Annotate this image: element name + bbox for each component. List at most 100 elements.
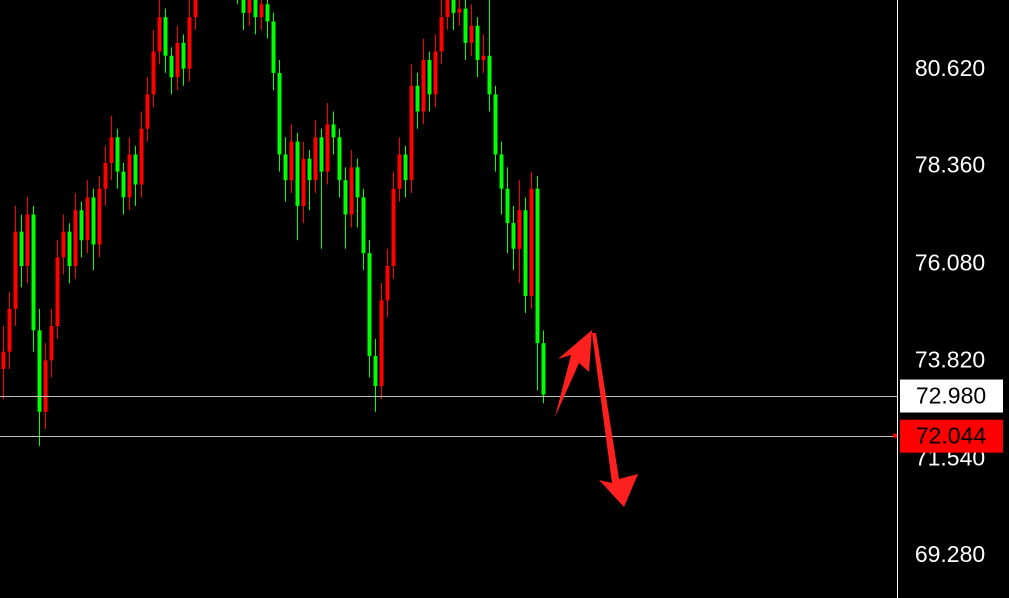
- candle: [67, 223, 72, 284]
- candle: [49, 308, 54, 378]
- candle: [115, 128, 120, 189]
- price-tag-label: 72.044: [916, 423, 987, 449]
- candle: [133, 145, 138, 206]
- candle: [307, 150, 312, 211]
- candle-body: [295, 141, 300, 206]
- price-tag-label: 72.980: [916, 383, 986, 409]
- candle-body: [145, 94, 150, 129]
- price-tag-background: [900, 379, 1003, 413]
- candle-body: [439, 17, 444, 52]
- candle: [373, 338, 378, 412]
- candle: [259, 0, 264, 31]
- candle-body: [367, 253, 372, 357]
- candle-body: [31, 214, 36, 331]
- candle-body: [127, 154, 132, 198]
- candle: [247, 0, 252, 26]
- candle: [37, 308, 42, 447]
- candle-body: [331, 124, 336, 138]
- candle: [193, 0, 198, 31]
- candle-body: [325, 124, 330, 172]
- candle: [349, 150, 354, 228]
- candle: [241, 0, 246, 31]
- candle: [385, 248, 390, 318]
- candle: [457, 0, 462, 26]
- candle: [409, 64, 414, 194]
- candle: [415, 72, 420, 129]
- candle-body: [73, 210, 78, 266]
- price-tags: 72.980 72.044: [893, 379, 1003, 453]
- candle: [139, 111, 144, 198]
- candle-body: [91, 197, 96, 245]
- price-lines: [0, 396, 897, 437]
- candle-body: [253, 0, 258, 18]
- candle: [361, 188, 366, 271]
- price-marker-icon: [893, 433, 897, 438]
- candle: [421, 38, 426, 125]
- candle-body: [301, 158, 306, 206]
- candle: [505, 167, 510, 254]
- candle-body: [535, 188, 540, 344]
- candle: [541, 330, 546, 404]
- price-tag: 72.980: [900, 379, 1003, 413]
- candle-body: [343, 180, 348, 215]
- candle: [73, 193, 78, 279]
- candle: [13, 205, 18, 327]
- candle-body: [247, 0, 252, 13]
- candle-body: [163, 17, 168, 56]
- candle-body: [175, 42, 180, 78]
- candle-body: [415, 85, 420, 112]
- candle: [445, 0, 450, 31]
- candle: [187, 0, 192, 82]
- candle: [79, 201, 84, 258]
- candle-body: [385, 265, 390, 301]
- candle-body: [511, 223, 516, 249]
- candle: [499, 141, 504, 215]
- candle-body: [79, 210, 84, 241]
- candle-body: [487, 55, 492, 95]
- candle: [43, 343, 48, 429]
- candle-body: [469, 25, 474, 43]
- candle-body: [85, 197, 90, 241]
- candle: [319, 128, 324, 249]
- candle: [391, 171, 396, 279]
- candle-body: [37, 330, 42, 412]
- candle-body: [103, 163, 108, 189]
- candle: [7, 291, 12, 369]
- candle-body: [457, 8, 462, 13]
- arrow-up-annotation: [555, 330, 592, 417]
- candle: [121, 163, 126, 215]
- candle: [325, 102, 330, 185]
- candle-body: [259, 4, 264, 18]
- candle: [25, 197, 30, 284]
- price-tick-label: 69.280: [915, 541, 985, 567]
- candle: [271, 12, 276, 91]
- candle-body: [499, 154, 504, 189]
- candle: [103, 145, 108, 206]
- candle-body: [373, 356, 378, 387]
- candle-body: [187, 17, 192, 69]
- candle-body: [391, 188, 396, 266]
- price-tick-label: 73.820: [915, 346, 985, 372]
- candle: [157, 0, 162, 65]
- candle-body: [523, 210, 528, 296]
- candle: [469, 4, 474, 56]
- candle: [493, 85, 498, 172]
- candle-body: [25, 214, 30, 266]
- candle: [55, 240, 60, 339]
- candle: [301, 141, 306, 224]
- candle-body: [61, 231, 66, 258]
- candle-body: [181, 42, 186, 69]
- candle-body: [313, 137, 318, 181]
- candle-body: [265, 4, 270, 22]
- candle-body: [451, 0, 456, 13]
- candle: [61, 214, 66, 275]
- candle-body: [505, 188, 510, 224]
- candle: [379, 283, 384, 399]
- candle-body: [379, 300, 384, 387]
- candle-body: [541, 343, 546, 395]
- candle: [337, 128, 342, 198]
- candle: [127, 137, 132, 211]
- candle: [85, 180, 90, 254]
